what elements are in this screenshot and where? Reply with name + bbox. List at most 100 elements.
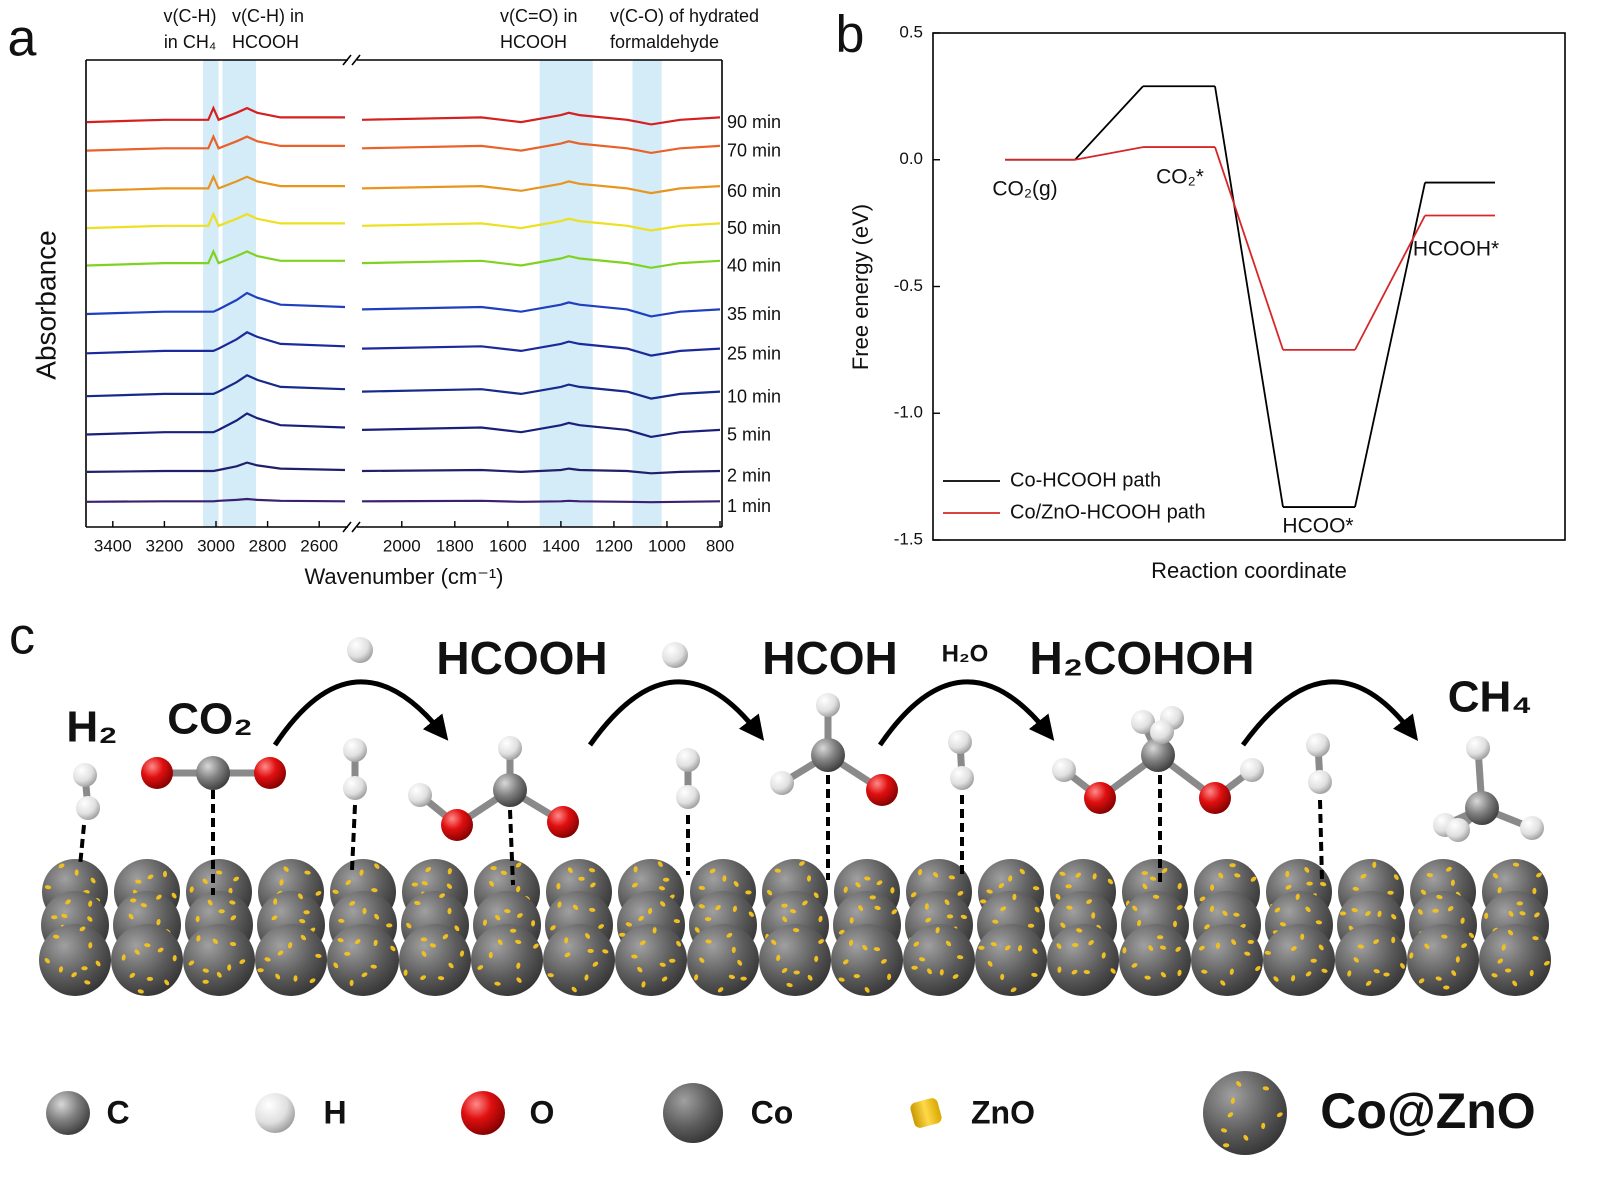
zno-particle	[95, 960, 101, 967]
zno-particle	[956, 955, 964, 960]
zno-particle	[980, 899, 987, 904]
zno-particle	[1210, 884, 1215, 891]
zno-particle	[1491, 973, 1498, 978]
zno-particle	[188, 960, 195, 966]
state-label: HCOOH*	[1413, 238, 1499, 261]
zno-particle	[1534, 912, 1540, 918]
zno-particle	[1227, 1112, 1234, 1118]
zno-particle	[694, 974, 699, 981]
zno-particle	[814, 955, 819, 963]
zno-particle	[1177, 969, 1182, 977]
zno-particle	[79, 926, 86, 932]
zno-particle	[957, 891, 964, 896]
zno-particle	[1156, 935, 1164, 940]
zno-particle	[71, 972, 77, 978]
co-sphere	[111, 924, 183, 996]
zno-particle	[1019, 868, 1025, 875]
zno-particle	[1031, 972, 1038, 977]
axis-break	[342, 54, 352, 66]
zno-particle	[733, 881, 739, 887]
zno-particle	[698, 904, 706, 909]
zno-particle	[843, 959, 849, 965]
zno-particle	[793, 970, 800, 975]
axis-break	[351, 54, 361, 66]
zno-particle	[698, 885, 706, 890]
zno-particle	[88, 900, 93, 907]
zno-particle	[1497, 886, 1502, 894]
legend-atom	[46, 1091, 90, 1135]
zno-particle	[924, 903, 929, 910]
zno-particle	[1160, 971, 1167, 978]
y-tick-label: 0.5	[899, 22, 923, 41]
zno-particle	[1059, 871, 1066, 876]
zno-particle	[390, 945, 396, 952]
zno-particle	[303, 910, 310, 915]
zno-particle	[786, 982, 793, 988]
zno-particle	[411, 882, 419, 887]
zno-particle	[1507, 929, 1514, 936]
atom	[1150, 720, 1174, 744]
co-sphere	[255, 924, 327, 996]
zno-particle	[890, 887, 895, 894]
zno-particle	[709, 868, 716, 874]
co-sphere	[1407, 924, 1479, 996]
connector	[1354, 182, 1426, 508]
zno-particle	[1057, 966, 1062, 973]
zno-particle	[1230, 1097, 1235, 1104]
zno-particle	[633, 866, 638, 873]
zno-particle	[864, 987, 870, 993]
zno-particle	[1012, 893, 1017, 901]
zno-particle	[776, 954, 781, 962]
co-sphere	[1263, 924, 1335, 996]
zno-particle	[1032, 886, 1040, 891]
legend-label: H	[323, 1094, 346, 1130]
zno-particle	[660, 901, 666, 907]
zno-particle	[987, 960, 993, 967]
zno-particle	[1177, 882, 1182, 890]
zno-particle	[1276, 1112, 1283, 1118]
zno-particle	[1377, 910, 1382, 918]
zno-particle	[1304, 867, 1310, 873]
zno-particle	[946, 914, 954, 919]
co-sphere	[1335, 924, 1407, 996]
zno-particle	[315, 953, 322, 958]
zno-particle	[1201, 969, 1208, 974]
zno-particle	[84, 980, 91, 985]
zno-particle	[202, 968, 209, 973]
zno-particle	[156, 918, 161, 926]
co-sphere	[399, 924, 471, 996]
zno-particle	[1450, 879, 1455, 886]
co-sphere	[831, 924, 903, 996]
zno-particle	[1065, 884, 1072, 889]
zno-particle	[1159, 945, 1167, 950]
series-label: 50 min	[727, 218, 781, 238]
zno-particle	[1319, 881, 1327, 887]
zno-particle	[288, 942, 293, 949]
connector	[1074, 146, 1144, 161]
zno-particle	[162, 870, 168, 878]
zno-particle	[571, 986, 577, 993]
zno-particle	[1417, 909, 1423, 915]
atom	[1308, 770, 1332, 794]
zno-particle	[81, 966, 88, 971]
zno-particle	[1393, 874, 1399, 880]
zno-particle	[1529, 969, 1534, 977]
zno-particle	[1122, 947, 1127, 954]
atom	[196, 756, 230, 790]
zno-particle	[442, 934, 449, 940]
zno-particle	[202, 979, 209, 984]
legend-coznO	[1203, 1071, 1287, 1155]
zno-particle	[489, 880, 495, 887]
plot-frame	[932, 32, 1566, 541]
series-label: 10 min	[727, 386, 781, 406]
zno-particle	[531, 920, 536, 927]
atom	[1446, 818, 1470, 842]
zno-particle	[74, 869, 79, 876]
zno-particle	[590, 882, 596, 888]
zno-particle	[631, 954, 638, 959]
atom	[948, 730, 972, 754]
state-label: CO₂(g)	[992, 178, 1057, 201]
zno-particle	[1445, 866, 1452, 872]
zno-particle	[374, 913, 380, 920]
zno-particle	[792, 928, 800, 933]
